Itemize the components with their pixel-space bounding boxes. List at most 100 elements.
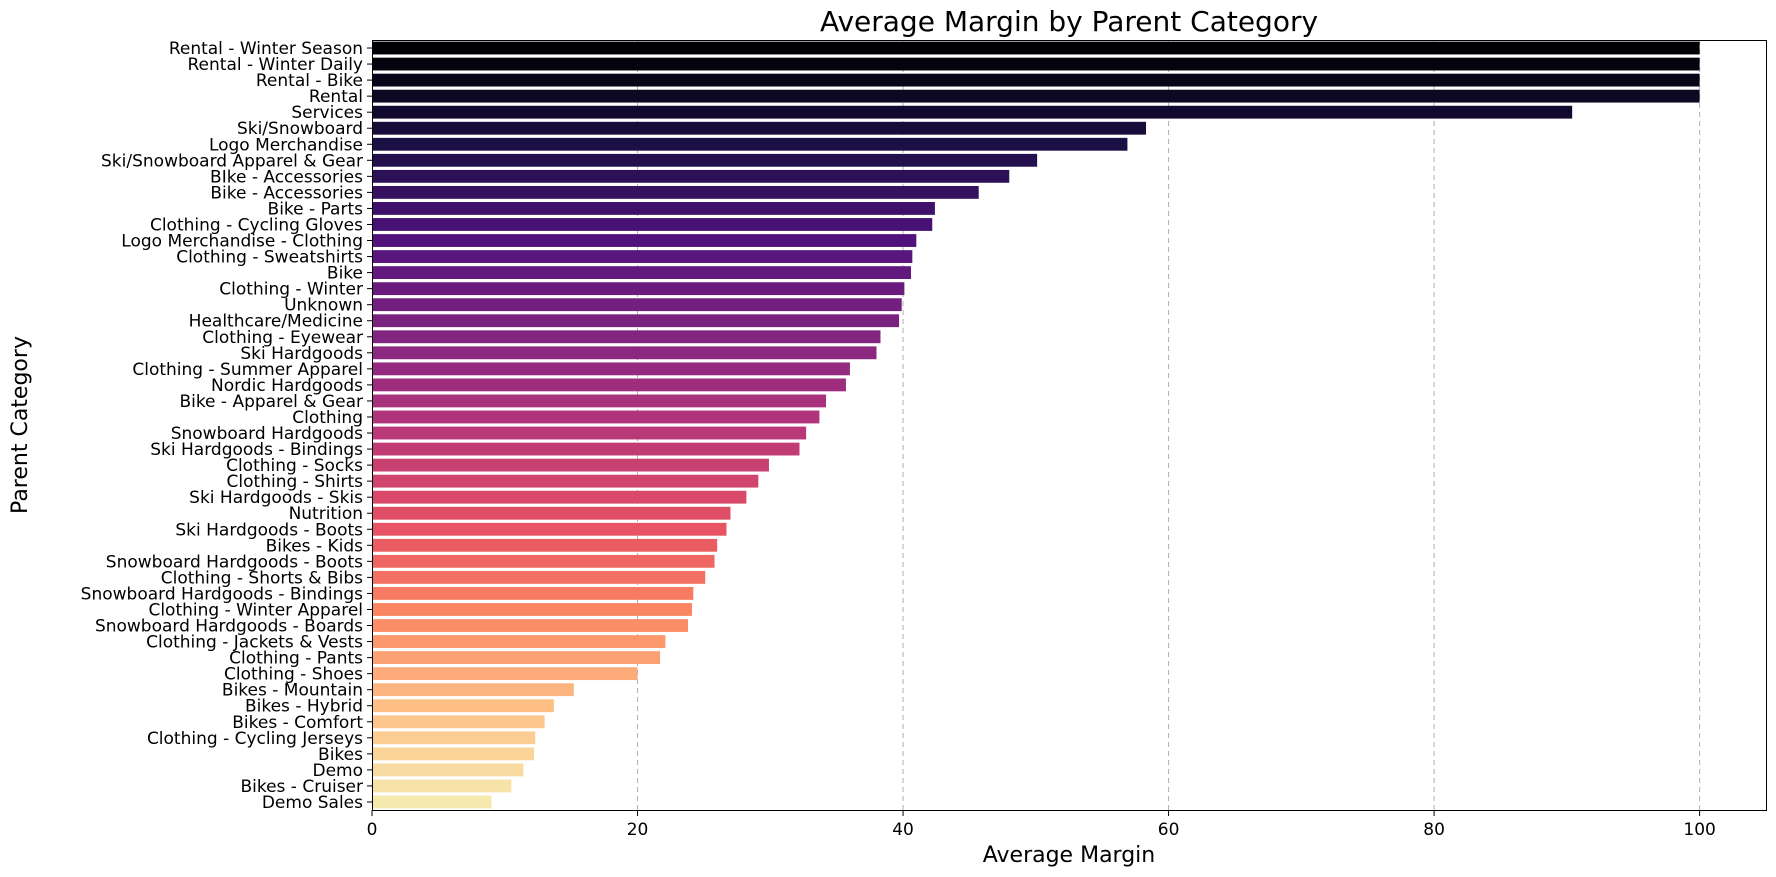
y-tick-label: Bike <box>327 264 363 284</box>
y-tick-label: Nutrition <box>289 504 363 524</box>
bar <box>372 346 877 360</box>
y-tick-label: Bikes - Mountain <box>222 681 363 701</box>
bar <box>372 747 534 761</box>
y-tick-label: Clothing - Shirts <box>227 472 364 492</box>
bar <box>372 474 759 488</box>
bar <box>372 683 574 697</box>
x-tick-label: 20 <box>627 820 649 840</box>
x-tick-label: 60 <box>1158 820 1180 840</box>
y-tick-label: Ski/Snowboard <box>237 119 363 139</box>
bar <box>372 522 727 536</box>
y-tick-label: Demo <box>312 761 363 781</box>
y-tick-label: Clothing - Pants <box>229 649 363 669</box>
y-tick-label: Snowboard Hardgoods - Bindings <box>81 584 363 604</box>
bar <box>372 763 524 777</box>
bar <box>372 73 1700 87</box>
bar <box>372 41 1700 55</box>
bar <box>372 234 917 247</box>
y-tick-label: Rental - Bike <box>256 71 363 91</box>
bar <box>372 426 807 440</box>
y-tick-label: Bikes - Cruiser <box>240 777 363 797</box>
y-tick-label: Clothing - Winter <box>219 280 363 300</box>
y-tick-label: Snowboard Hardgoods - Boards <box>95 617 363 637</box>
bar <box>372 410 820 424</box>
x-ticks: 0 20 40 60 80 100 <box>367 810 1716 840</box>
y-tick-label: Ski/Snowboard Apparel & Gear <box>101 151 363 171</box>
y-tick-label: Clothing - Shoes <box>224 665 363 685</box>
bar <box>372 57 1700 71</box>
y-tick-label: Logo Merchandise <box>209 135 363 155</box>
bar <box>372 442 800 456</box>
bar <box>372 266 912 280</box>
bar <box>372 570 706 584</box>
bar <box>372 795 492 809</box>
y-tick-label: Bikes <box>318 745 363 765</box>
bar <box>372 538 718 552</box>
grid-lines <box>637 40 1701 810</box>
y-tick-label: Snowboard Hardgoods - Boots <box>106 552 363 572</box>
y-tick-label: Clothing - Shorts & Bibs <box>161 568 363 588</box>
bar <box>372 202 935 215</box>
bar <box>372 330 881 344</box>
bar <box>372 458 769 472</box>
y-tick-label: Clothing - Cycling Jerseys <box>147 729 363 749</box>
y-tick-label: Bikes - Hybrid <box>245 697 363 717</box>
y-tick-label: Clothing - Summer Apparel <box>132 360 363 380</box>
x-tick-label: 0 <box>367 820 378 840</box>
bar <box>372 651 661 665</box>
y-tick-label: Snowboard Hardgoods <box>171 424 363 444</box>
y-tick-label: Ski Hardgoods - Boots <box>175 520 363 540</box>
y-tick-label: Ski Hardgoods - Bindings <box>150 440 363 460</box>
bar <box>372 506 731 520</box>
bar <box>372 169 1010 183</box>
bar <box>372 378 846 392</box>
chart-title: Average Margin by Parent Category <box>820 5 1318 38</box>
bar <box>372 250 913 263</box>
bar <box>372 731 536 745</box>
bar <box>372 185 979 199</box>
bars <box>372 41 1700 809</box>
y-tick-label: Bike - Accessories <box>210 183 363 203</box>
y-tick-label: Healthcare/Medicine <box>189 312 363 332</box>
y-tick-label: Clothing - Sweatshirts <box>176 248 363 268</box>
bar <box>372 282 905 296</box>
bar <box>372 667 638 681</box>
x-tick-label: 40 <box>892 820 914 840</box>
y-tick-label: Ski Hardgoods - Skis <box>189 488 363 508</box>
bar <box>372 121 1147 135</box>
y-axis-title: Parent Category <box>8 336 33 514</box>
y-tick-label: Clothing - Winter Apparel <box>148 600 363 620</box>
bar <box>372 635 666 648</box>
y-tick-label: BIke - Accessories <box>210 167 363 187</box>
y-tick-label: Nordic Hardgoods <box>211 376 363 396</box>
y-tick-label: Bikes - Kids <box>266 536 364 556</box>
y-tick-label: Bike - Parts <box>268 199 364 219</box>
bar <box>372 89 1700 103</box>
bar <box>372 153 1038 167</box>
y-tick-label: Unknown <box>284 296 363 316</box>
bar <box>372 137 1128 151</box>
x-axis-title: Average Margin <box>983 843 1155 868</box>
y-tick-label: Rental - Winter Season <box>169 39 363 59</box>
y-tick-label: Clothing <box>292 408 363 428</box>
y-tick-label: Ski Hardgoods <box>240 344 363 364</box>
y-tick-label: Rental - Winter Daily <box>188 55 364 75</box>
y-tick-label: Clothing - Eyewear <box>202 328 363 348</box>
bar <box>372 314 900 328</box>
bar <box>372 490 747 504</box>
x-tick-label: 100 <box>1683 820 1715 840</box>
y-tick-label: Clothing - Socks <box>226 456 363 476</box>
y-tick-label: Bike - Apparel & Gear <box>179 392 363 412</box>
y-tick-label: Rental <box>309 87 363 107</box>
bar <box>372 105 1573 119</box>
bar <box>372 715 545 729</box>
bar <box>372 587 694 600</box>
bar <box>372 218 933 231</box>
bar <box>372 362 850 376</box>
y-tick-label: Clothing - Cycling Gloves <box>150 215 363 235</box>
bar <box>372 779 512 793</box>
bar <box>372 298 902 312</box>
bar <box>372 699 554 713</box>
